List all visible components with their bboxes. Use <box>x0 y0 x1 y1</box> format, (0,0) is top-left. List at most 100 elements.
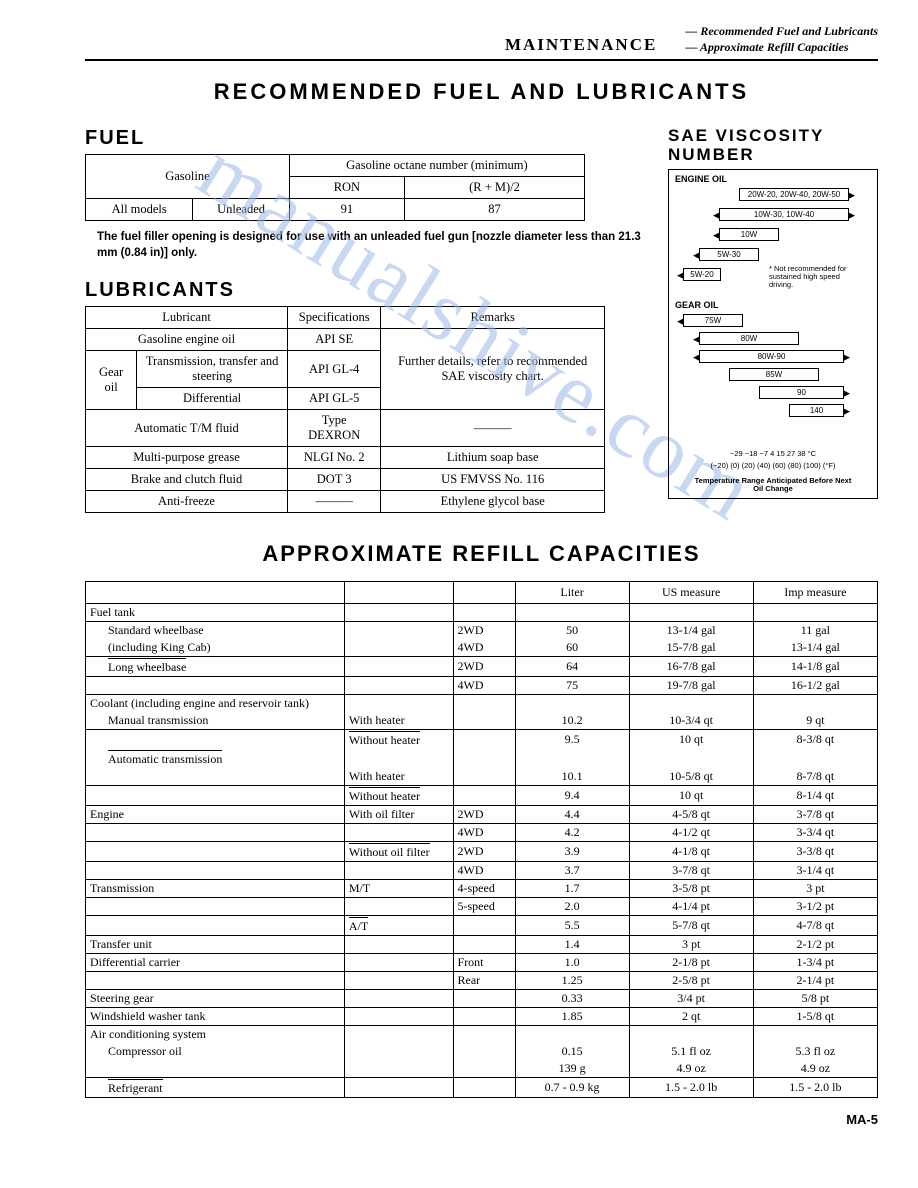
cap-cell: 4.2 <box>515 824 629 842</box>
cap-cell <box>753 604 877 622</box>
page-number: MA-5 <box>85 1112 878 1127</box>
cap-cell <box>629 695 753 713</box>
cap-cell: 8-7/8 qt <box>753 768 877 786</box>
cap-cell <box>629 749 753 768</box>
cap-cell <box>86 1060 345 1078</box>
cap-cell <box>629 604 753 622</box>
cap-cell: Transmission <box>86 880 345 898</box>
cap-cell <box>86 898 345 916</box>
cap-cell <box>453 1078 515 1098</box>
viscosity-chart: ENGINE OIL 20W-20, 20W-40, 20W-50 10W-30… <box>668 169 878 499</box>
cap-cell: 13-1/4 gal <box>629 622 753 640</box>
cap-cell <box>86 824 345 842</box>
cap-cell <box>344 954 453 972</box>
cap-cell <box>86 842 345 862</box>
cap-cell: 13-1/4 gal <box>753 639 877 657</box>
page-header: MAINTENANCE — Recommended Fuel and Lubri… <box>85 24 878 61</box>
cap-cell: Long wheelbase <box>86 657 345 677</box>
lub-h3: Remarks <box>381 307 605 329</box>
fuel-col-oct: Gasoline octane number (minimum) <box>289 155 584 177</box>
cap-cell: 1.5 - 2.0 lb <box>753 1078 877 1098</box>
cap-cell <box>515 604 629 622</box>
cap-cell: 10 qt <box>629 786 753 806</box>
cap-h1: Liter <box>515 582 629 604</box>
cap-cell <box>86 677 345 695</box>
cap-cell <box>344 1043 453 1060</box>
cap-cell <box>344 898 453 916</box>
cap-cell: 16-1/2 gal <box>753 677 877 695</box>
cap-cell: 2-1/2 pt <box>753 936 877 954</box>
cap-cell: 4WD <box>453 824 515 842</box>
cap-cell <box>753 749 877 768</box>
cap-cell <box>453 695 515 713</box>
cap-cell <box>344 824 453 842</box>
cap-cell: 19-7/8 gal <box>629 677 753 695</box>
cap-cell <box>453 990 515 1008</box>
lub-r6b: DOT 3 <box>288 469 381 491</box>
lub-r4b: Type DEXRON <box>288 410 381 447</box>
cap-cell: 10.2 <box>515 712 629 730</box>
lub-h2: Specifications <box>288 307 381 329</box>
cap-cell: 1.85 <box>515 1008 629 1026</box>
cap-cell: With heater <box>344 768 453 786</box>
cap-cell <box>344 749 453 768</box>
visc-bar-3: 10W <box>719 228 779 241</box>
lub-r5c: Lithium soap base <box>381 447 605 469</box>
cap-cell <box>453 768 515 786</box>
cap-cell <box>753 1026 877 1044</box>
cap-cell: 5-7/8 qt <box>629 916 753 936</box>
visc-note: * Not recommended for sustained high spe… <box>769 265 864 290</box>
cap-cell: 4.9 oz <box>753 1060 877 1078</box>
fuel-type: Unleaded <box>193 199 289 221</box>
cap-cell: 64 <box>515 657 629 677</box>
lub-r6c: US FMVSS No. 116 <box>381 469 605 491</box>
cap-cell: 0.15 <box>515 1043 629 1060</box>
cap-cell: 2-1/8 pt <box>629 954 753 972</box>
cap-cell: 2-5/8 pt <box>629 972 753 990</box>
cap-cell: Air conditioning system <box>86 1026 345 1044</box>
cap-cell: 3-7/8 qt <box>753 806 877 824</box>
visc-scale-f: (−20) (0) (20) (40) (60) (80) (100) (°F) <box>675 461 871 470</box>
cap-cell <box>344 622 453 640</box>
lub-r6a: Brake and clutch fluid <box>86 469 288 491</box>
header-sub1: — Recommended Fuel and Lubricants <box>685 24 878 40</box>
cap-cell: 10 qt <box>629 730 753 750</box>
lub-r2a: Gear oil <box>86 351 137 410</box>
cap-cell: 0.7 - 0.9 kg <box>515 1078 629 1098</box>
cap-cell <box>344 1026 453 1044</box>
visc-g5: 90 <box>759 386 844 399</box>
cap-cell: Steering gear <box>86 990 345 1008</box>
cap-cell: (including King Cab) <box>86 639 345 657</box>
lub-r7a: Anti-freeze <box>86 491 288 513</box>
cap-h2: US measure <box>629 582 753 604</box>
cap-cell <box>344 639 453 657</box>
cap-h3: Imp measure <box>753 582 877 604</box>
cap-cell <box>86 768 345 786</box>
cap-cell: 139 g <box>515 1060 629 1078</box>
fuel-v-rm2: 87 <box>404 199 584 221</box>
cap-cell: 9.5 <box>515 730 629 750</box>
cap-cell: 3.7 <box>515 862 629 880</box>
cap-cell <box>453 1043 515 1060</box>
cap-cell <box>86 730 345 750</box>
visc-g4: 85W <box>729 368 819 381</box>
lub-r5b: NLGI No. 2 <box>288 447 381 469</box>
cap-cell <box>86 862 345 880</box>
lubricants-table: Lubricant Specifications Remarks Gasolin… <box>85 306 605 513</box>
cap-cell <box>515 1026 629 1044</box>
cap-cell <box>86 786 345 806</box>
cap-cell: 5.1 fl oz <box>629 1043 753 1060</box>
visc-g2: 80W <box>699 332 799 345</box>
cap-cell: Compressor oil <box>86 1043 345 1060</box>
cap-cell <box>344 936 453 954</box>
lub-r4c: ——— <box>381 410 605 447</box>
cap-cell: 3-7/8 qt <box>629 862 753 880</box>
lub-r7b: ——— <box>288 491 381 513</box>
cap-cell: M/T <box>344 880 453 898</box>
cap-cell: 4-1/4 pt <box>629 898 753 916</box>
cap-cell <box>453 712 515 730</box>
cap-cell: Fuel tank <box>86 604 345 622</box>
cap-cell: 3-3/4 qt <box>753 824 877 842</box>
cap-cell: 3/4 pt <box>629 990 753 1008</box>
cap-cell: 3-3/8 qt <box>753 842 877 862</box>
